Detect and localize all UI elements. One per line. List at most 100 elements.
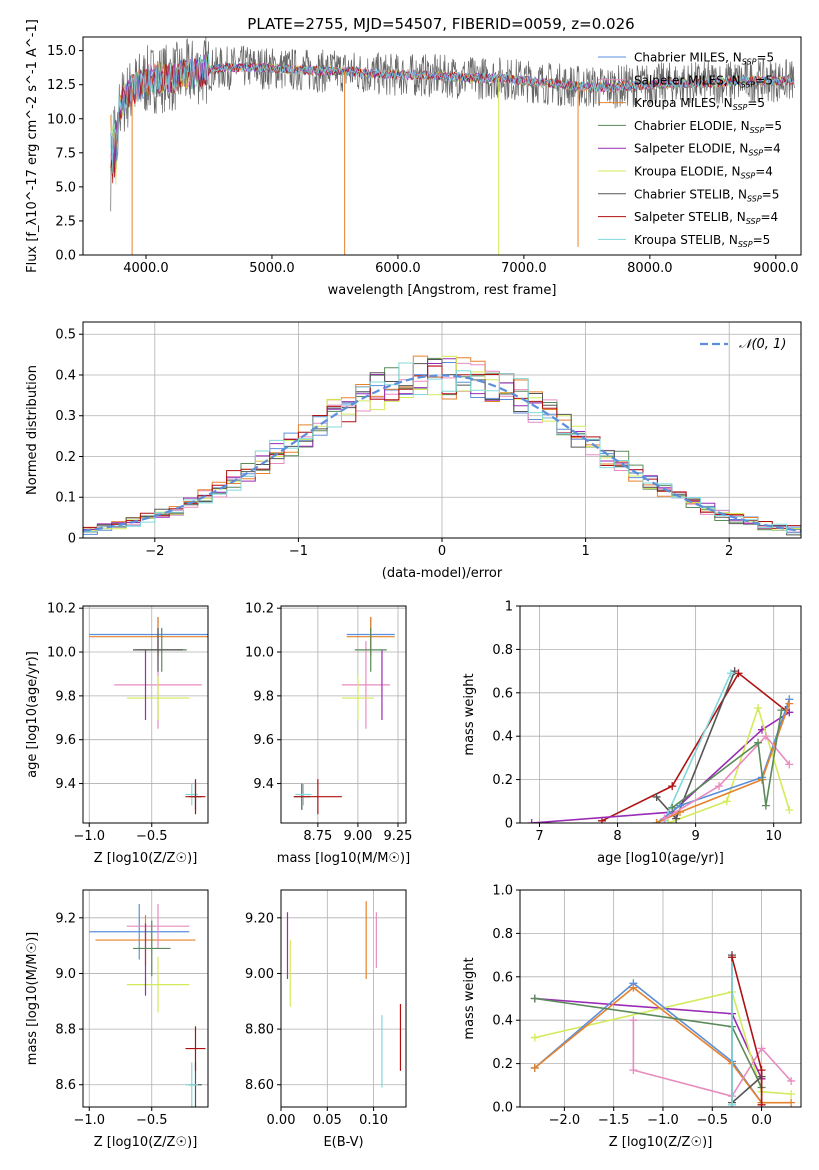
panel-weight_vs_age: 7 8 9 10 0 0.2 0.4 0.6 0.8 1 age [log10(age/yr)] ma… bbox=[462, 600, 802, 866]
weight-marker-kroupa_miles bbox=[652, 819, 661, 823]
y-tick-label: 9.4 bbox=[253, 777, 274, 792]
y-tick-label: 9.6 bbox=[253, 733, 274, 748]
y-tick-label: 1.0 bbox=[492, 884, 513, 899]
y-tick-label: 8.8 bbox=[55, 1023, 76, 1038]
axes-frame bbox=[82, 605, 209, 824]
plot-area bbox=[527, 667, 794, 823]
y-tick-label: 10.0 bbox=[47, 646, 76, 661]
x-axis-label: Z [log10(Z/Z☉)] bbox=[609, 1135, 713, 1150]
x-tick-label: 9000.0 bbox=[753, 261, 799, 276]
weight-marker-salpeter_stelib bbox=[668, 782, 677, 791]
x-axis-label: Z [log10(Z/Z☉)] bbox=[94, 1135, 198, 1150]
y-tick-label: 12.5 bbox=[47, 78, 76, 93]
weight-line-kroupa_stelib bbox=[663, 672, 732, 822]
plot-area bbox=[530, 951, 796, 1107]
weight-marker-kroupa_stelib bbox=[726, 669, 735, 678]
weight-marker-kroupa_elodie bbox=[787, 1089, 796, 1098]
panel-residual_hist: −2 −1 0 1 2 0 0.1 0.2 0.3 0.4 0.5 (data-model)/erro… bbox=[25, 321, 802, 581]
y-tick-label: 1 bbox=[505, 600, 513, 615]
y-tick-label: 0.8 bbox=[492, 927, 513, 942]
plot-area bbox=[83, 355, 801, 536]
x-tick-label: −1.0 bbox=[647, 1113, 679, 1128]
legend-label-chabrier_stelib: Chabrier STELIB, NSSP=5 bbox=[634, 187, 779, 203]
weight-marker-chabrier_elodie bbox=[668, 803, 677, 812]
weight-marker-salpeter_miles bbox=[787, 1076, 796, 1085]
x-tick-label: −1.0 bbox=[73, 829, 105, 844]
y-tick-label: 0.2 bbox=[492, 773, 513, 788]
legend-label-salpeter_stelib: Salpeter STELIB, NSSP=4 bbox=[634, 210, 778, 226]
y-tick-label: 9.20 bbox=[245, 911, 274, 926]
y-axis-label: age [log10(age/yr)] bbox=[25, 651, 40, 778]
x-tick-label: 1 bbox=[581, 544, 589, 559]
y-axis-label: mass weight bbox=[462, 957, 477, 1039]
weight-marker-kroupa_elodie bbox=[530, 1033, 539, 1042]
axes-frame bbox=[519, 889, 802, 1108]
plot-area bbox=[286, 901, 402, 1088]
spectrum-line-kroupa_stelib bbox=[110, 53, 795, 174]
weight-marker-salpeter_stelib bbox=[727, 953, 736, 962]
x-tick-label: −2.0 bbox=[549, 1113, 581, 1128]
weight-marker-kroupa_elodie bbox=[754, 703, 763, 712]
x-tick-label: 8 bbox=[613, 829, 621, 844]
x-tick-label: 0.0 bbox=[751, 1113, 772, 1128]
axes-frame bbox=[280, 889, 407, 1108]
weight-marker-salpeter_stelib bbox=[757, 1100, 766, 1107]
y-tick-label: 0.2 bbox=[55, 450, 76, 465]
y-tick-label: 0.0 bbox=[492, 1101, 513, 1116]
weight-marker-kroupa_elodie bbox=[722, 797, 731, 806]
weight-line-chabrier_miles bbox=[656, 699, 791, 823]
panel-mass_vs_Z: −1.0 −0.5 8.6 8.8 9.0 9.2 Z [log10(Z/Z☉)] mass … bbox=[25, 889, 209, 1150]
legend: Chabrier MILES, NSSP=5 Salpeter MILES, NS… bbox=[598, 51, 782, 249]
weight-marker-salpeter_miles bbox=[757, 1044, 766, 1053]
weight-marker-salpeter_stelib bbox=[757, 1066, 766, 1075]
weight-marker-salpeter_elodie bbox=[527, 819, 536, 823]
weight-line-chabrier_elodie bbox=[671, 710, 783, 809]
legend-label-kroupa_stelib: Kroupa STELIB, NSSP=5 bbox=[634, 233, 770, 249]
axes-frame bbox=[280, 605, 407, 824]
x-tick-label: 9.00 bbox=[343, 829, 372, 844]
legend-label-kroupa_elodie: Kroupa ELODIE, NSSP=4 bbox=[634, 165, 773, 181]
y-tick-label: 10.2 bbox=[245, 602, 274, 617]
legend-label-chabrier_miles: Chabrier MILES, NSSP=5 bbox=[634, 51, 774, 67]
x-tick-label: 7000.0 bbox=[501, 261, 547, 276]
weight-marker-kroupa_miles bbox=[787, 1098, 796, 1107]
x-tick-label: −0.5 bbox=[136, 829, 168, 844]
y-tick-label: 0.4 bbox=[55, 368, 76, 383]
y-tick-label: 0.6 bbox=[492, 970, 513, 985]
panel-weight_vs_Z: −2.0 −1.5 −1.0 −0.5 0.0 0.0 0.2 0.4 0.6 0.8 1.0 Z [… bbox=[462, 884, 802, 1150]
plot-area bbox=[110, 37, 795, 255]
weight-marker-chabrier_stelib bbox=[652, 792, 661, 801]
legend-label-salpeter_elodie: Salpeter ELODIE, NSSP=4 bbox=[634, 142, 781, 158]
weight-line-kroupa_elodie bbox=[534, 991, 792, 1095]
x-tick-label: 8.75 bbox=[303, 829, 332, 844]
weight-marker-chabrier_elodie bbox=[754, 738, 763, 747]
y-axis-label: Normed distribution bbox=[25, 365, 40, 495]
x-tick-label: 5000.0 bbox=[249, 261, 295, 276]
weight-marker-salpeter_miles bbox=[785, 760, 794, 769]
y-tick-label: 15.0 bbox=[47, 44, 76, 59]
x-tick-label: 4000.0 bbox=[123, 261, 169, 276]
x-tick-label: −2 bbox=[145, 544, 164, 559]
x-axis-label: wavelength [Angstrom, rest frame] bbox=[328, 283, 557, 298]
y-tick-label: 2.5 bbox=[55, 214, 76, 229]
x-axis-label: mass [log10(M/M☉)] bbox=[277, 851, 410, 866]
weight-marker-chabrier_elodie bbox=[530, 994, 539, 1003]
weight-marker-salpeter_miles bbox=[629, 1016, 638, 1025]
y-tick-label: 9.00 bbox=[245, 967, 274, 982]
x-tick-label: 0.05 bbox=[313, 1113, 342, 1128]
y-tick-label: 0.4 bbox=[492, 1014, 513, 1029]
y-tick-label: 0.8 bbox=[492, 643, 513, 658]
y-axis-label: Flux [f_λ10^-17 erg cm^-2 s^-1 A^-1] bbox=[25, 19, 40, 273]
y-axis-label: mass [log10(M/M☉)] bbox=[25, 932, 40, 1065]
legend-label-kroupa_miles: Kroupa MILES, NSSP=5 bbox=[634, 96, 765, 112]
y-tick-label: 9.4 bbox=[55, 777, 76, 792]
plot-area bbox=[89, 903, 206, 1107]
y-tick-label: 0.3 bbox=[55, 409, 76, 424]
x-axis-label: age [log10(age/yr)] bbox=[597, 851, 724, 866]
x-axis-label: (data-model)/error bbox=[382, 566, 503, 581]
weight-marker-kroupa_miles bbox=[530, 1063, 539, 1072]
y-tick-label: 0.2 bbox=[492, 1057, 513, 1072]
axes-frame bbox=[82, 889, 209, 1108]
y-tick-label: 9.6 bbox=[55, 733, 76, 748]
x-tick-label: −1 bbox=[289, 544, 308, 559]
